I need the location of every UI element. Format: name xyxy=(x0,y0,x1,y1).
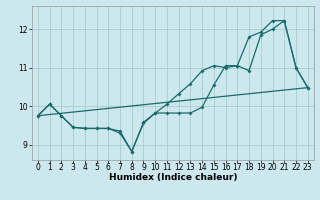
X-axis label: Humidex (Indice chaleur): Humidex (Indice chaleur) xyxy=(108,173,237,182)
